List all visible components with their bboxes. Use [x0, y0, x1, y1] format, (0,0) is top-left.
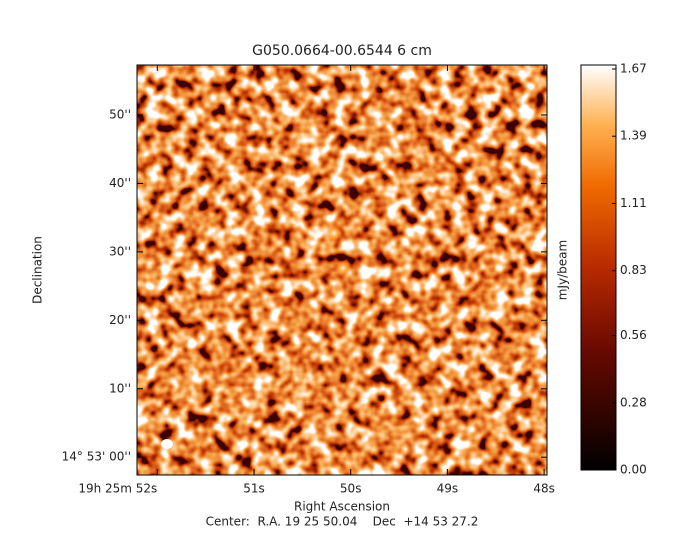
y-tick-label: 14° 53' 00'' [62, 450, 131, 464]
colorbar-label: mJy/beam [556, 240, 570, 300]
source-blob [325, 224, 343, 242]
colorbar-tick-label: 1.39 [620, 129, 647, 143]
x-tick-label: 19h 25m 52s [78, 482, 157, 496]
plot-frame [136, 64, 548, 476]
y-tick-label: 10'' [109, 381, 131, 395]
colorbar-tick-label: 0.83 [620, 263, 647, 277]
beam [161, 439, 173, 449]
x-tick-label: 50s [340, 482, 362, 496]
colorbar [580, 64, 617, 471]
colorbar-tick-label: 0.56 [620, 328, 647, 342]
y-tick-label: 20'' [109, 313, 131, 327]
colorbar-tick-label: 1.67 [620, 62, 647, 76]
colorbar-tick-label: 0.28 [620, 395, 647, 409]
x-tick-label: 51s [243, 482, 265, 496]
x-axis-label: Right Ascension [294, 500, 390, 514]
y-tick-label: 30'' [109, 244, 131, 258]
colorbar-tick-label: 0.00 [620, 463, 647, 477]
x-tick-label: 48s [533, 482, 555, 496]
source-blob [335, 260, 351, 276]
y-axis-label: Declination [31, 236, 45, 304]
y-tick-label: 40'' [109, 176, 131, 190]
chart-title: G050.0664-00.6544 6 cm [252, 43, 432, 59]
x-tick-label: 49s [437, 482, 459, 496]
colorbar-tick-label: 1.11 [620, 196, 647, 210]
y-tick-label: 50'' [109, 107, 131, 121]
footer: Center: R.A. 19 25 50.04 Dec +14 53 27.2 [206, 515, 479, 529]
